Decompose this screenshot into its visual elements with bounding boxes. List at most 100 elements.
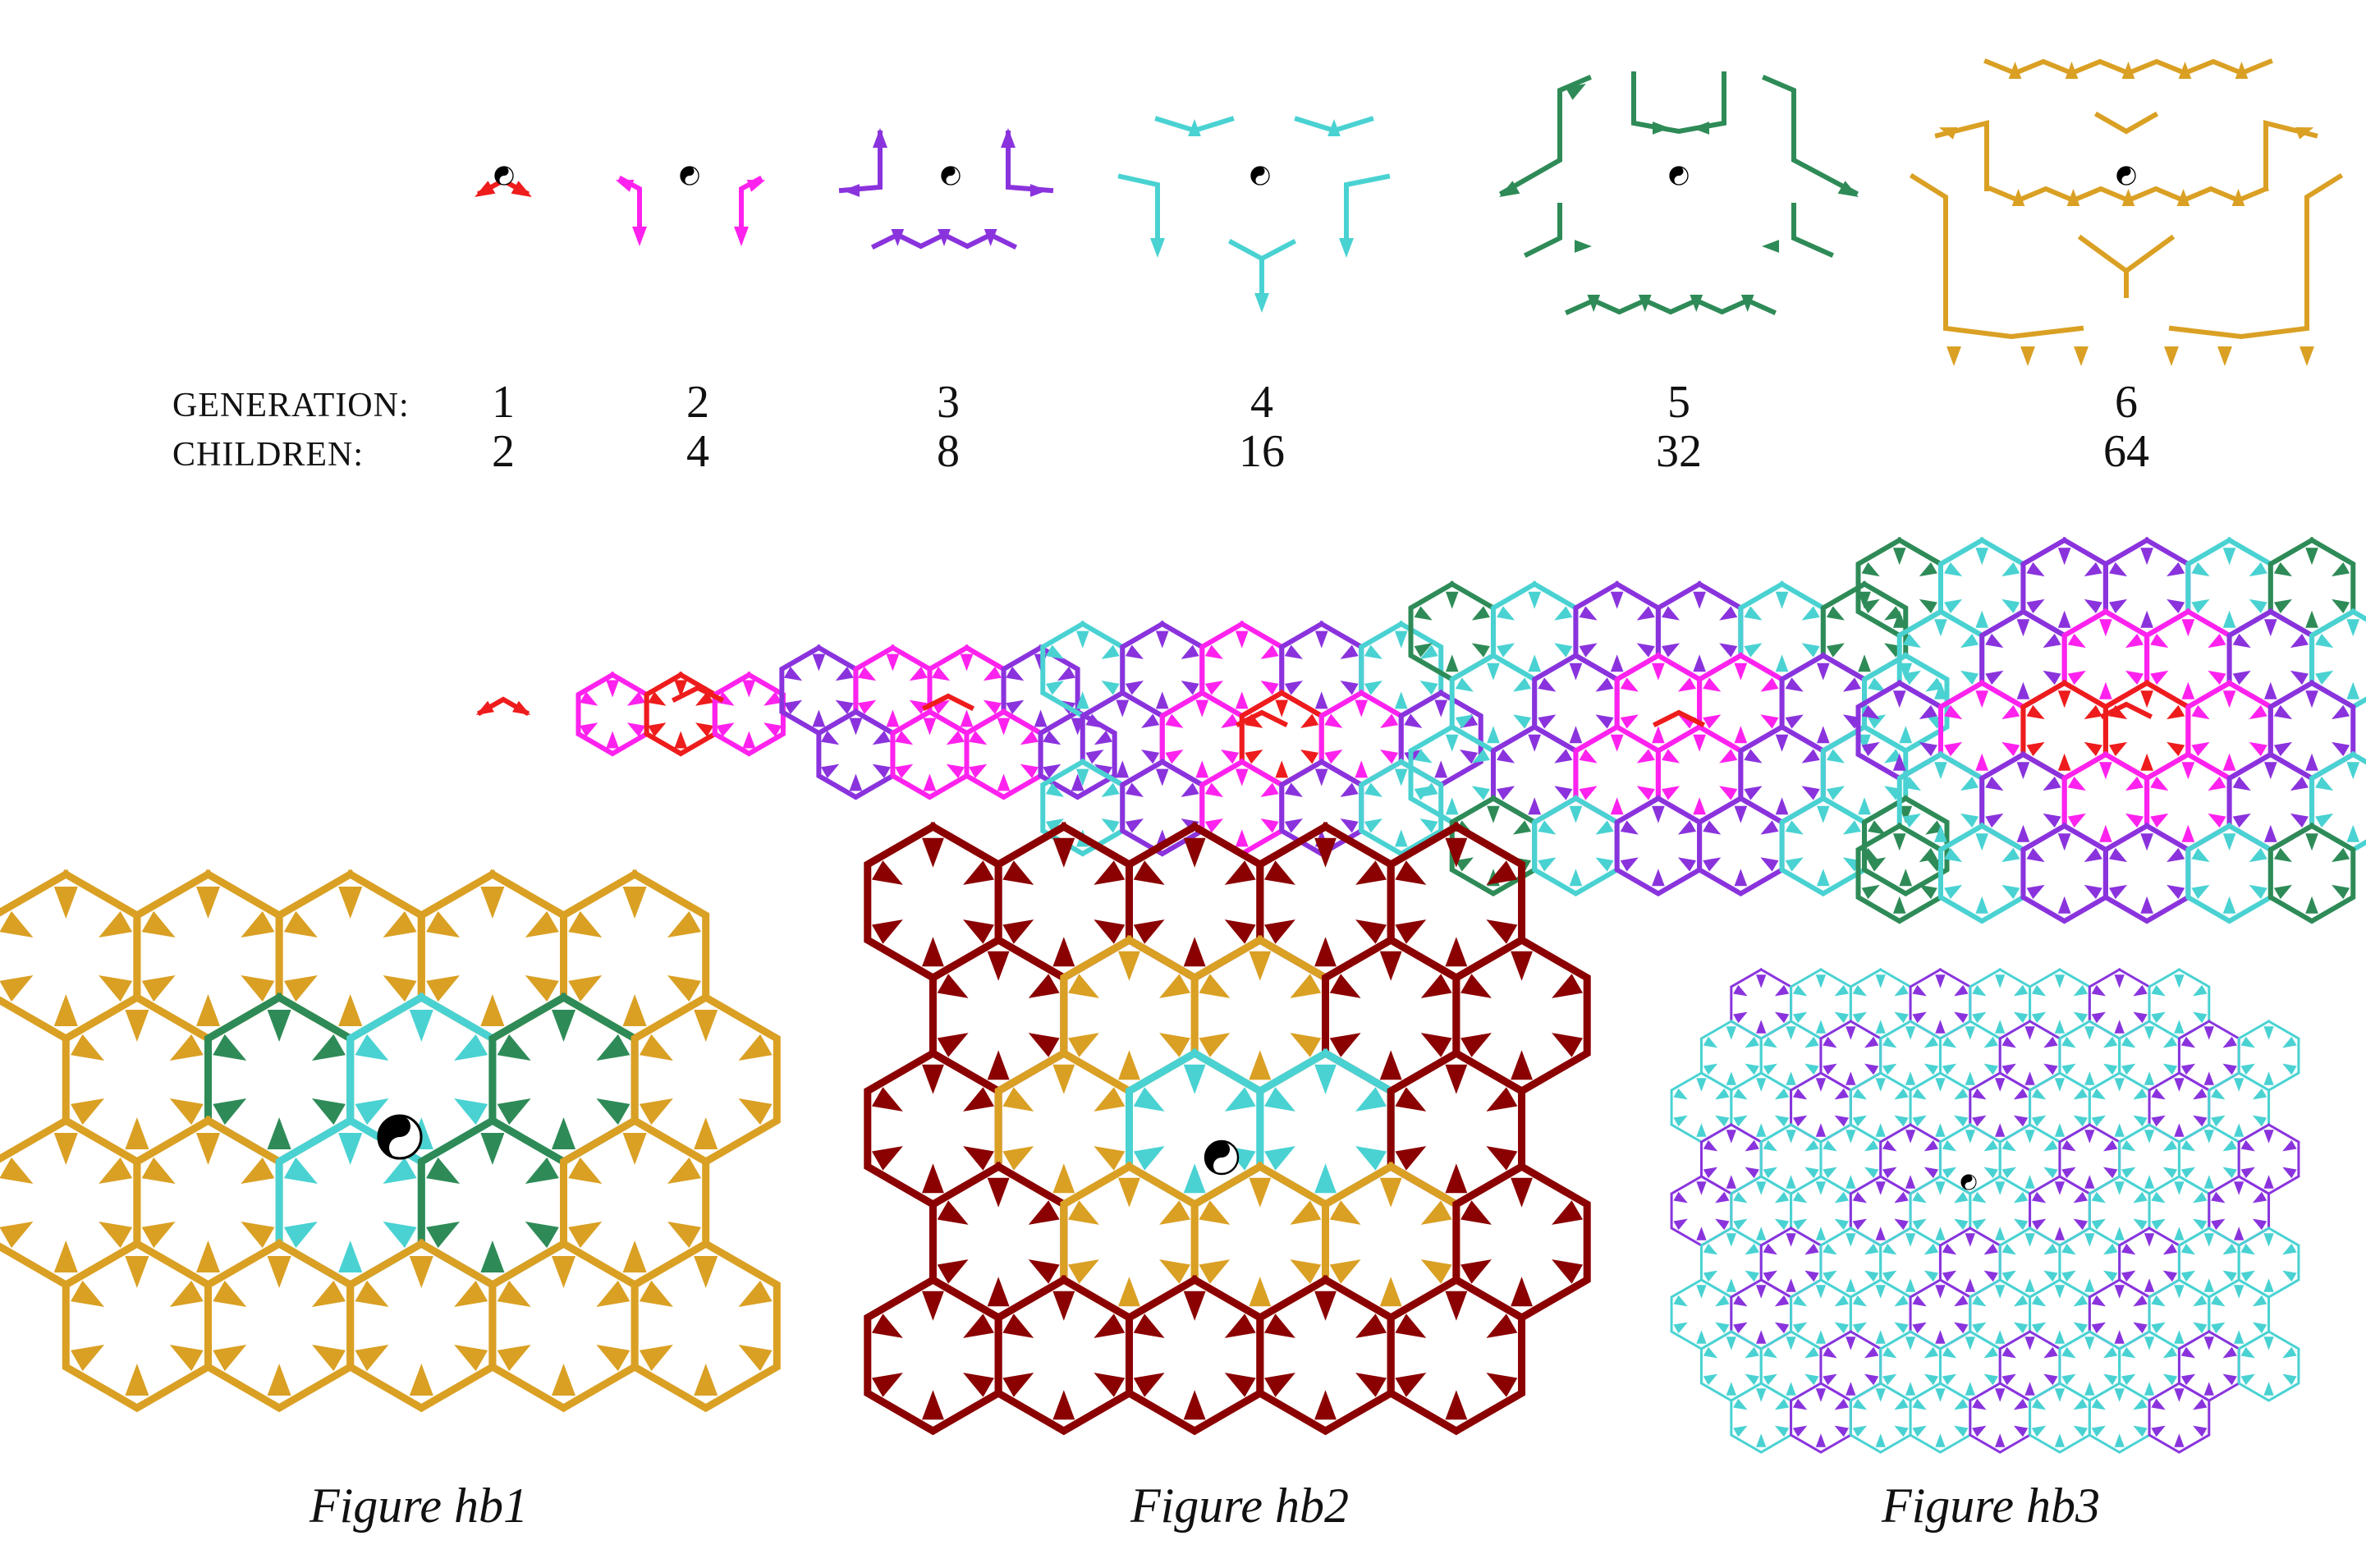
triangle-marker: [1858, 591, 1871, 609]
triangle-marker: [1774, 1115, 1790, 1127]
triangle-marker: [2144, 1336, 2155, 1350]
triangle-marker: [1763, 1036, 1777, 1048]
triangle-marker: [1264, 860, 1295, 885]
triangle-marker: [1314, 837, 1337, 868]
triangle-marker: [383, 910, 417, 938]
triangle-marker: [694, 1117, 718, 1149]
triangle-marker: [1199, 1259, 1231, 1284]
triangle-marker: [1954, 984, 1969, 997]
triangle-marker: [1763, 1243, 1777, 1255]
triangle-marker: [1340, 782, 1359, 797]
triangle-marker: [195, 994, 221, 1026]
triangle-marker: [1636, 606, 1655, 621]
triangle-marker: [2013, 1425, 2029, 1437]
triangle-marker: [2054, 1388, 2066, 1402]
triangle-marker: [2222, 610, 2236, 628]
triangle-marker: [2249, 847, 2267, 863]
triangle-marker: [2332, 884, 2350, 900]
triangle-marker: [1826, 786, 1845, 800]
triangle-marker: [2249, 598, 2267, 614]
triangle-marker: [1159, 1033, 1190, 1057]
triangle-marker: [525, 975, 559, 1002]
triangle-marker: [1116, 699, 1130, 718]
triangle-marker: [511, 181, 532, 197]
triangle-marker: [738, 1280, 773, 1307]
triangle-marker: [1858, 797, 1871, 815]
triangle-marker: [71, 1034, 105, 1061]
triangle-marker: [1364, 681, 1382, 695]
triangle-marker: [2084, 598, 2102, 614]
triangle-marker: [2174, 1330, 2185, 1344]
children-count: 32: [1656, 426, 1702, 477]
triangle-marker: [1045, 818, 1064, 833]
triangle-marker: [2091, 1295, 2107, 1307]
triangle-marker: [872, 1087, 903, 1112]
triangle-marker: [2315, 670, 2334, 685]
triangle-marker: [1661, 749, 1681, 763]
triangle-marker: [2067, 670, 2086, 685]
triangle-marker: [2125, 776, 2144, 791]
triangle-marker: [1703, 1373, 1718, 1386]
triangle-marker: [1075, 691, 1089, 709]
generation-number: 5: [1667, 377, 1690, 428]
triangle-marker: [2013, 1191, 2029, 1204]
triangle-marker: [2315, 776, 2334, 791]
triangle-marker: [1944, 562, 1963, 577]
triangle-marker: [2133, 1218, 2148, 1231]
triangle-marker: [283, 1157, 318, 1184]
triangle-marker: [763, 722, 782, 737]
triangle-marker: [141, 975, 176, 1002]
triangle-marker: [1513, 677, 1532, 692]
triangle-marker: [1118, 1177, 1140, 1208]
triangle-marker: [1715, 1088, 1730, 1100]
triangle-marker: [2067, 776, 2086, 791]
yin-dot: [502, 169, 506, 173]
triangle-marker: [525, 1157, 559, 1184]
triangle-marker: [1696, 1181, 1707, 1195]
triangle-marker: [922, 1163, 944, 1194]
triangle-marker: [1395, 919, 1427, 944]
triangle-marker: [1155, 768, 1169, 786]
triangle-marker: [2084, 704, 2102, 720]
triangle-marker: [1852, 1322, 1868, 1334]
triangle-marker: [1985, 776, 2004, 791]
triangle-marker: [2001, 741, 2020, 757]
triangle-marker: [1935, 1181, 1946, 1195]
triangle-marker: [1636, 749, 1655, 763]
triangle-marker: [1513, 820, 1532, 835]
triangle-marker: [932, 667, 951, 681]
triangle-marker: [1786, 1336, 1796, 1350]
triangle-marker: [2240, 1139, 2255, 1152]
triangle-marker: [2024, 1071, 2035, 1085]
triangle-marker: [1661, 606, 1681, 621]
triangle-marker: [716, 691, 735, 706]
triangle-marker: [812, 709, 826, 727]
triangle-marker: [1552, 1259, 1583, 1284]
triangle-marker: [1419, 681, 1438, 695]
triangle-marker: [1786, 1278, 1796, 1292]
triangle-marker: [2193, 984, 2208, 997]
triangle-marker: [2167, 741, 2185, 757]
triangle-marker: [1414, 749, 1433, 763]
triangle-marker: [1733, 1425, 1748, 1437]
triangle-marker: [1379, 951, 1402, 981]
triangle-marker: [2167, 598, 2185, 614]
triangle-marker: [1395, 1373, 1427, 1397]
triangle-marker: [1972, 1295, 1987, 1307]
triangle-marker: [983, 667, 1002, 681]
triangle-marker: [1882, 1063, 1897, 1075]
triangle-marker: [2121, 1063, 2136, 1075]
triangle-marker: [1912, 984, 1927, 997]
triangle-marker: [2061, 1373, 2076, 1386]
triangle-marker: [1905, 1026, 1916, 1040]
triangle-marker: [1554, 749, 1573, 763]
triangle-marker: [1314, 691, 1328, 709]
triangle-marker: [1094, 860, 1126, 885]
triangle-marker: [872, 1314, 903, 1338]
triangle-marker: [987, 951, 1010, 981]
triangle-marker: [1703, 714, 1722, 729]
triangle-marker: [1892, 833, 1906, 851]
triangle-marker: [1946, 346, 1961, 366]
triangle-marker: [1826, 749, 1845, 763]
triangle-marker: [2208, 633, 2226, 649]
